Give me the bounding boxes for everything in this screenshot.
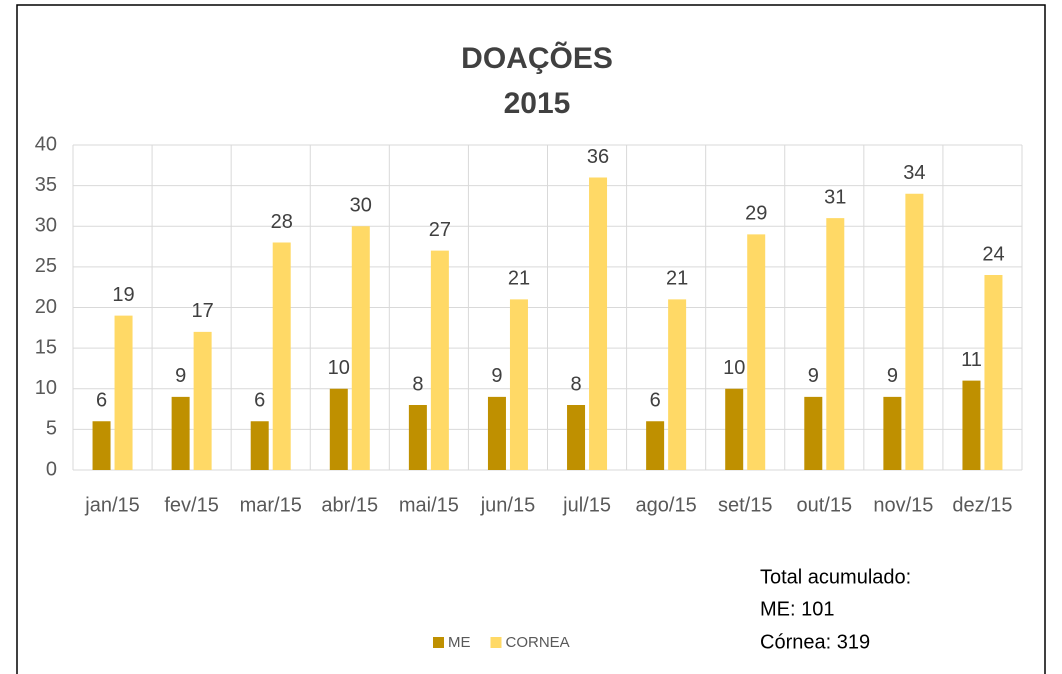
bar	[567, 405, 586, 470]
data-label: 29	[745, 203, 767, 225]
legend-label: CORNEA	[506, 634, 570, 651]
y-tick-label: 30	[35, 215, 57, 237]
legend-swatch	[433, 637, 444, 648]
x-tick-label: ago/15	[636, 494, 697, 516]
y-tick-label: 0	[46, 458, 57, 480]
data-label: 21	[508, 268, 530, 290]
x-tick-label: jun/15	[480, 494, 536, 516]
bar	[725, 388, 744, 470]
data-label: 31	[824, 186, 846, 208]
x-tick-label: fev/15	[164, 494, 218, 516]
bar	[272, 242, 291, 470]
data-label: 10	[328, 357, 350, 379]
bar	[804, 396, 823, 470]
data-label: 8	[412, 373, 423, 395]
bar	[351, 226, 370, 470]
annotation: Total acumulado:	[760, 566, 911, 588]
data-label: 24	[982, 243, 1004, 265]
data-label: 6	[254, 390, 265, 412]
x-tick-label: set/15	[718, 494, 772, 516]
annotation: Córnea: 319	[760, 631, 870, 653]
data-label: 8	[570, 373, 581, 395]
bar	[193, 331, 212, 470]
bar	[487, 396, 506, 470]
data-label: 34	[903, 162, 925, 184]
data-label: 9	[175, 365, 186, 387]
data-label: 17	[192, 300, 214, 322]
data-label: 6	[96, 390, 107, 412]
x-tick-label: jul/15	[562, 494, 611, 516]
data-label: 9	[491, 365, 502, 387]
data-label: 21	[666, 268, 688, 290]
bar	[747, 234, 766, 470]
bar	[883, 396, 902, 470]
chart-subtitle: 2015	[504, 87, 571, 120]
y-tick-label: 35	[35, 174, 57, 196]
x-tick-label: mar/15	[240, 494, 302, 516]
data-label: 11	[961, 349, 982, 371]
bar	[589, 177, 608, 470]
bar	[430, 250, 449, 470]
bar	[171, 396, 190, 470]
bar	[509, 299, 528, 470]
bar	[250, 421, 269, 470]
bar	[92, 421, 111, 470]
bar	[329, 388, 348, 470]
y-tick-label: 25	[35, 255, 57, 277]
bar	[408, 405, 427, 470]
data-label: 30	[350, 195, 372, 217]
legend-label: ME	[448, 634, 471, 651]
chart-border	[16, 4, 1046, 674]
bar	[905, 193, 924, 470]
bar	[826, 218, 845, 470]
annotation: ME: 101	[760, 598, 834, 620]
data-label: 9	[808, 365, 819, 387]
data-label: 36	[587, 146, 609, 168]
bar	[646, 421, 665, 470]
data-label: 6	[650, 390, 661, 412]
x-tick-label: jan/15	[84, 494, 140, 516]
data-label: 10	[723, 357, 745, 379]
x-tick-label: mai/15	[399, 494, 459, 516]
y-tick-label: 15	[35, 336, 57, 358]
y-tick-label: 20	[35, 296, 57, 318]
y-tick-label: 10	[35, 377, 57, 399]
x-tick-label: nov/15	[873, 494, 933, 516]
data-label: 28	[271, 211, 293, 233]
data-label: 9	[887, 365, 898, 387]
bar	[962, 380, 981, 470]
y-tick-label: 40	[35, 133, 57, 155]
bar	[668, 299, 687, 470]
data-label: 19	[112, 284, 134, 306]
chart-title: DOAÇÕES	[461, 41, 613, 75]
bar	[114, 315, 133, 470]
bar	[984, 275, 1003, 470]
y-tick-label: 5	[46, 418, 57, 440]
x-tick-label: abr/15	[321, 494, 378, 516]
x-tick-label: out/15	[796, 494, 852, 516]
data-label: 27	[429, 219, 451, 241]
legend-swatch	[490, 637, 502, 648]
x-tick-label: dez/15	[952, 494, 1012, 516]
